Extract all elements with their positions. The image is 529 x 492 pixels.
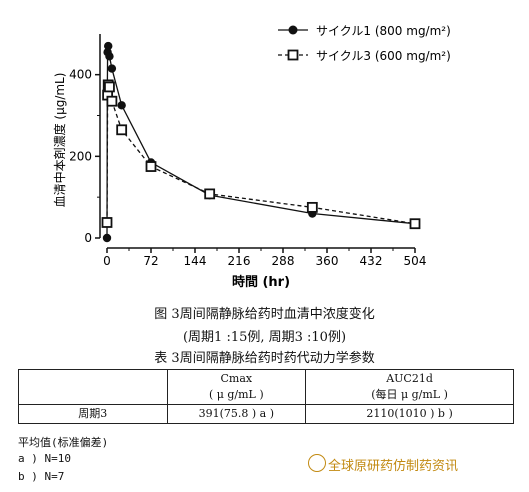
data-point bbox=[117, 101, 126, 110]
note-mean-sd: 平均值(标准偏差) bbox=[18, 436, 109, 449]
data-point bbox=[409, 218, 421, 230]
data-point bbox=[116, 124, 128, 136]
table-header-cmax: Cmax ( μ g/mL ) bbox=[166, 369, 307, 405]
concentration-chart: 0 200 400 0 72 144 216 288 360 432 504 時間 (hr) 血清中本剤… bbox=[52, 24, 451, 290]
data-point bbox=[106, 95, 118, 107]
series-line-1 bbox=[106, 46, 416, 239]
y-tick-label: 0 bbox=[84, 231, 92, 245]
table-cell-cycle: 周期3 bbox=[18, 404, 168, 424]
x-tick-label: 360 bbox=[316, 254, 339, 268]
note-b: b ) N=7 bbox=[18, 470, 65, 483]
table-cell-cmax: 391(75.8 ) a ) bbox=[166, 404, 307, 424]
data-point bbox=[101, 217, 113, 228]
data-point bbox=[145, 161, 157, 172]
y-tick-label: 400 bbox=[69, 68, 92, 82]
legend-marker-2 bbox=[287, 49, 299, 61]
x-tick-label: 504 bbox=[404, 254, 427, 268]
x-tick-label: 288 bbox=[272, 254, 295, 268]
y-axis-label: 血清中本剤濃度 (μg/mL) bbox=[52, 73, 67, 208]
table-cell-auc: 2110(1010 ) b ) bbox=[305, 404, 514, 424]
data-point bbox=[104, 81, 115, 93]
y-tick-label: 200 bbox=[69, 149, 92, 163]
x-tick-label: 144 bbox=[184, 254, 207, 268]
legend-marker-1 bbox=[288, 25, 298, 35]
x-tick-label: 216 bbox=[228, 254, 251, 268]
figure-subcaption: (周期1 :15例, 周期3 :10例) bbox=[182, 330, 347, 345]
pk-parameters-table: Cmax ( μ g/mL ) AUC21d (每日 μ g/mL ) 周期3 … bbox=[18, 369, 514, 424]
legend-label-1: サイクル1 (800 mg/m²) bbox=[316, 24, 451, 38]
table-header-row: Cmax ( μ g/mL ) AUC21d (每日 μ g/mL ) bbox=[18, 369, 514, 405]
legend-label-2: サイクル3 (600 mg/m²) bbox=[316, 49, 451, 63]
data-point bbox=[306, 201, 318, 213]
x-tick-label: 432 bbox=[360, 254, 383, 268]
table-caption: 表 3周间隔静脉给药时药代动力学参数 bbox=[154, 351, 375, 366]
figure-caption: 图 3周间隔静脉给药时血清中浓度变化 bbox=[154, 307, 375, 322]
table-header-auc: AUC21d (每日 μ g/mL ) bbox=[305, 369, 514, 405]
note-a: a ) N=10 bbox=[18, 452, 71, 465]
data-point bbox=[204, 188, 216, 200]
table-header-blank bbox=[18, 369, 168, 405]
data-point bbox=[104, 41, 113, 51]
x-tick-label: 0 bbox=[103, 254, 111, 268]
x-tick-label: 72 bbox=[143, 254, 158, 268]
series-line-2 bbox=[106, 82, 416, 225]
watermark-text: 全球原研药仿制药资讯 bbox=[328, 459, 459, 474]
watermark-icon bbox=[308, 454, 326, 472]
table-row: 周期3 391(75.8 ) a ) 2110(1010 ) b ) bbox=[18, 404, 514, 424]
data-point bbox=[107, 64, 117, 73]
x-axis-label: 時間 (hr) bbox=[232, 274, 290, 290]
data-point bbox=[102, 233, 112, 243]
data-point bbox=[105, 52, 114, 61]
